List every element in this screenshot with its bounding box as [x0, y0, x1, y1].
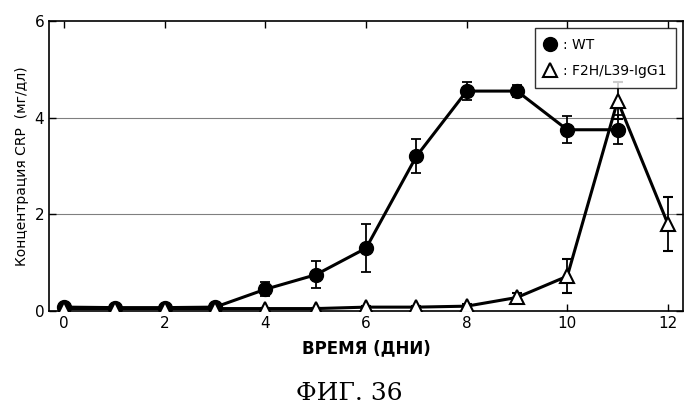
X-axis label: ВРЕМЯ (ДНИ): ВРЕМЯ (ДНИ) — [302, 339, 431, 357]
Y-axis label: Концентрация CRP  (мг/дл): Концентрация CRP (мг/дл) — [15, 66, 29, 266]
Legend: : WT, : F2H/L39-IgG1: : WT, : F2H/L39-IgG1 — [535, 28, 676, 88]
Text: ФИГ. 36: ФИГ. 36 — [296, 382, 402, 405]
